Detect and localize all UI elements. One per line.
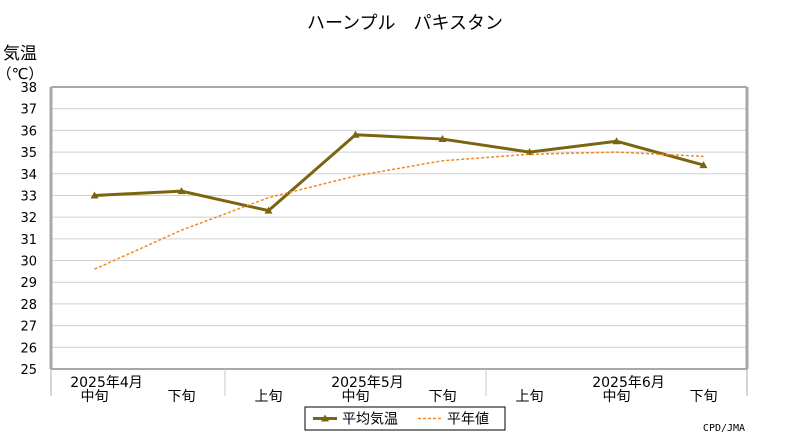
series-average-line <box>94 133 704 213</box>
x-tick-label: 下旬 <box>690 389 718 405</box>
credit-text: CPD/JMA <box>703 423 745 434</box>
legend-label: 平年値 <box>447 412 489 428</box>
y-tick-label: 26 <box>20 341 37 356</box>
y-tick-label: 29 <box>20 276 37 291</box>
data-point-marker <box>264 206 273 214</box>
month-label: 2025年4月 <box>70 375 143 391</box>
y-tick-label: 35 <box>20 146 37 161</box>
y-tick-label: 37 <box>20 103 37 118</box>
x-tick-label: 下旬 <box>168 389 196 405</box>
y-tick-label: 25 <box>20 363 37 378</box>
plot-area <box>51 87 747 369</box>
y-tick-label: 36 <box>20 124 37 139</box>
legend-label: 平均気温 <box>342 412 398 428</box>
x-tick-label: 中旬 <box>342 389 370 405</box>
y-tick-label: 32 <box>20 211 37 226</box>
y-axis-label: 気温 <box>3 44 37 64</box>
x-tick-label: 上旬 <box>255 389 283 405</box>
chart-title: ハーンプル パキスタン <box>307 13 503 34</box>
data-point-marker <box>699 161 708 169</box>
x-tick-label: 中旬 <box>81 389 109 405</box>
data-point-marker <box>525 148 534 156</box>
y-tick-label: 30 <box>20 255 37 270</box>
x-tick-label: 下旬 <box>429 389 457 405</box>
y-tick-label: 27 <box>20 320 37 335</box>
y-tick-label: 34 <box>20 168 37 183</box>
y-tick-label: 38 <box>20 81 37 96</box>
y-tick-label: 33 <box>20 189 37 204</box>
data-point-marker <box>612 137 621 145</box>
y-tick-label: 28 <box>20 298 37 313</box>
data-point-marker <box>351 130 360 138</box>
data-point-marker <box>438 135 447 143</box>
y-axis-unit: （℃） <box>0 65 43 83</box>
y-tick-label: 31 <box>20 233 37 248</box>
data-point-marker <box>177 187 186 195</box>
x-tick-label: 中旬 <box>603 389 631 405</box>
month-label: 2025年5月 <box>331 375 404 391</box>
legend-marker <box>321 414 329 422</box>
series-normal-line <box>94 151 704 270</box>
data-point-marker <box>90 191 99 199</box>
legend-box <box>304 406 506 431</box>
x-tick-label: 上旬 <box>516 389 544 405</box>
month-label: 2025年6月 <box>592 375 665 391</box>
